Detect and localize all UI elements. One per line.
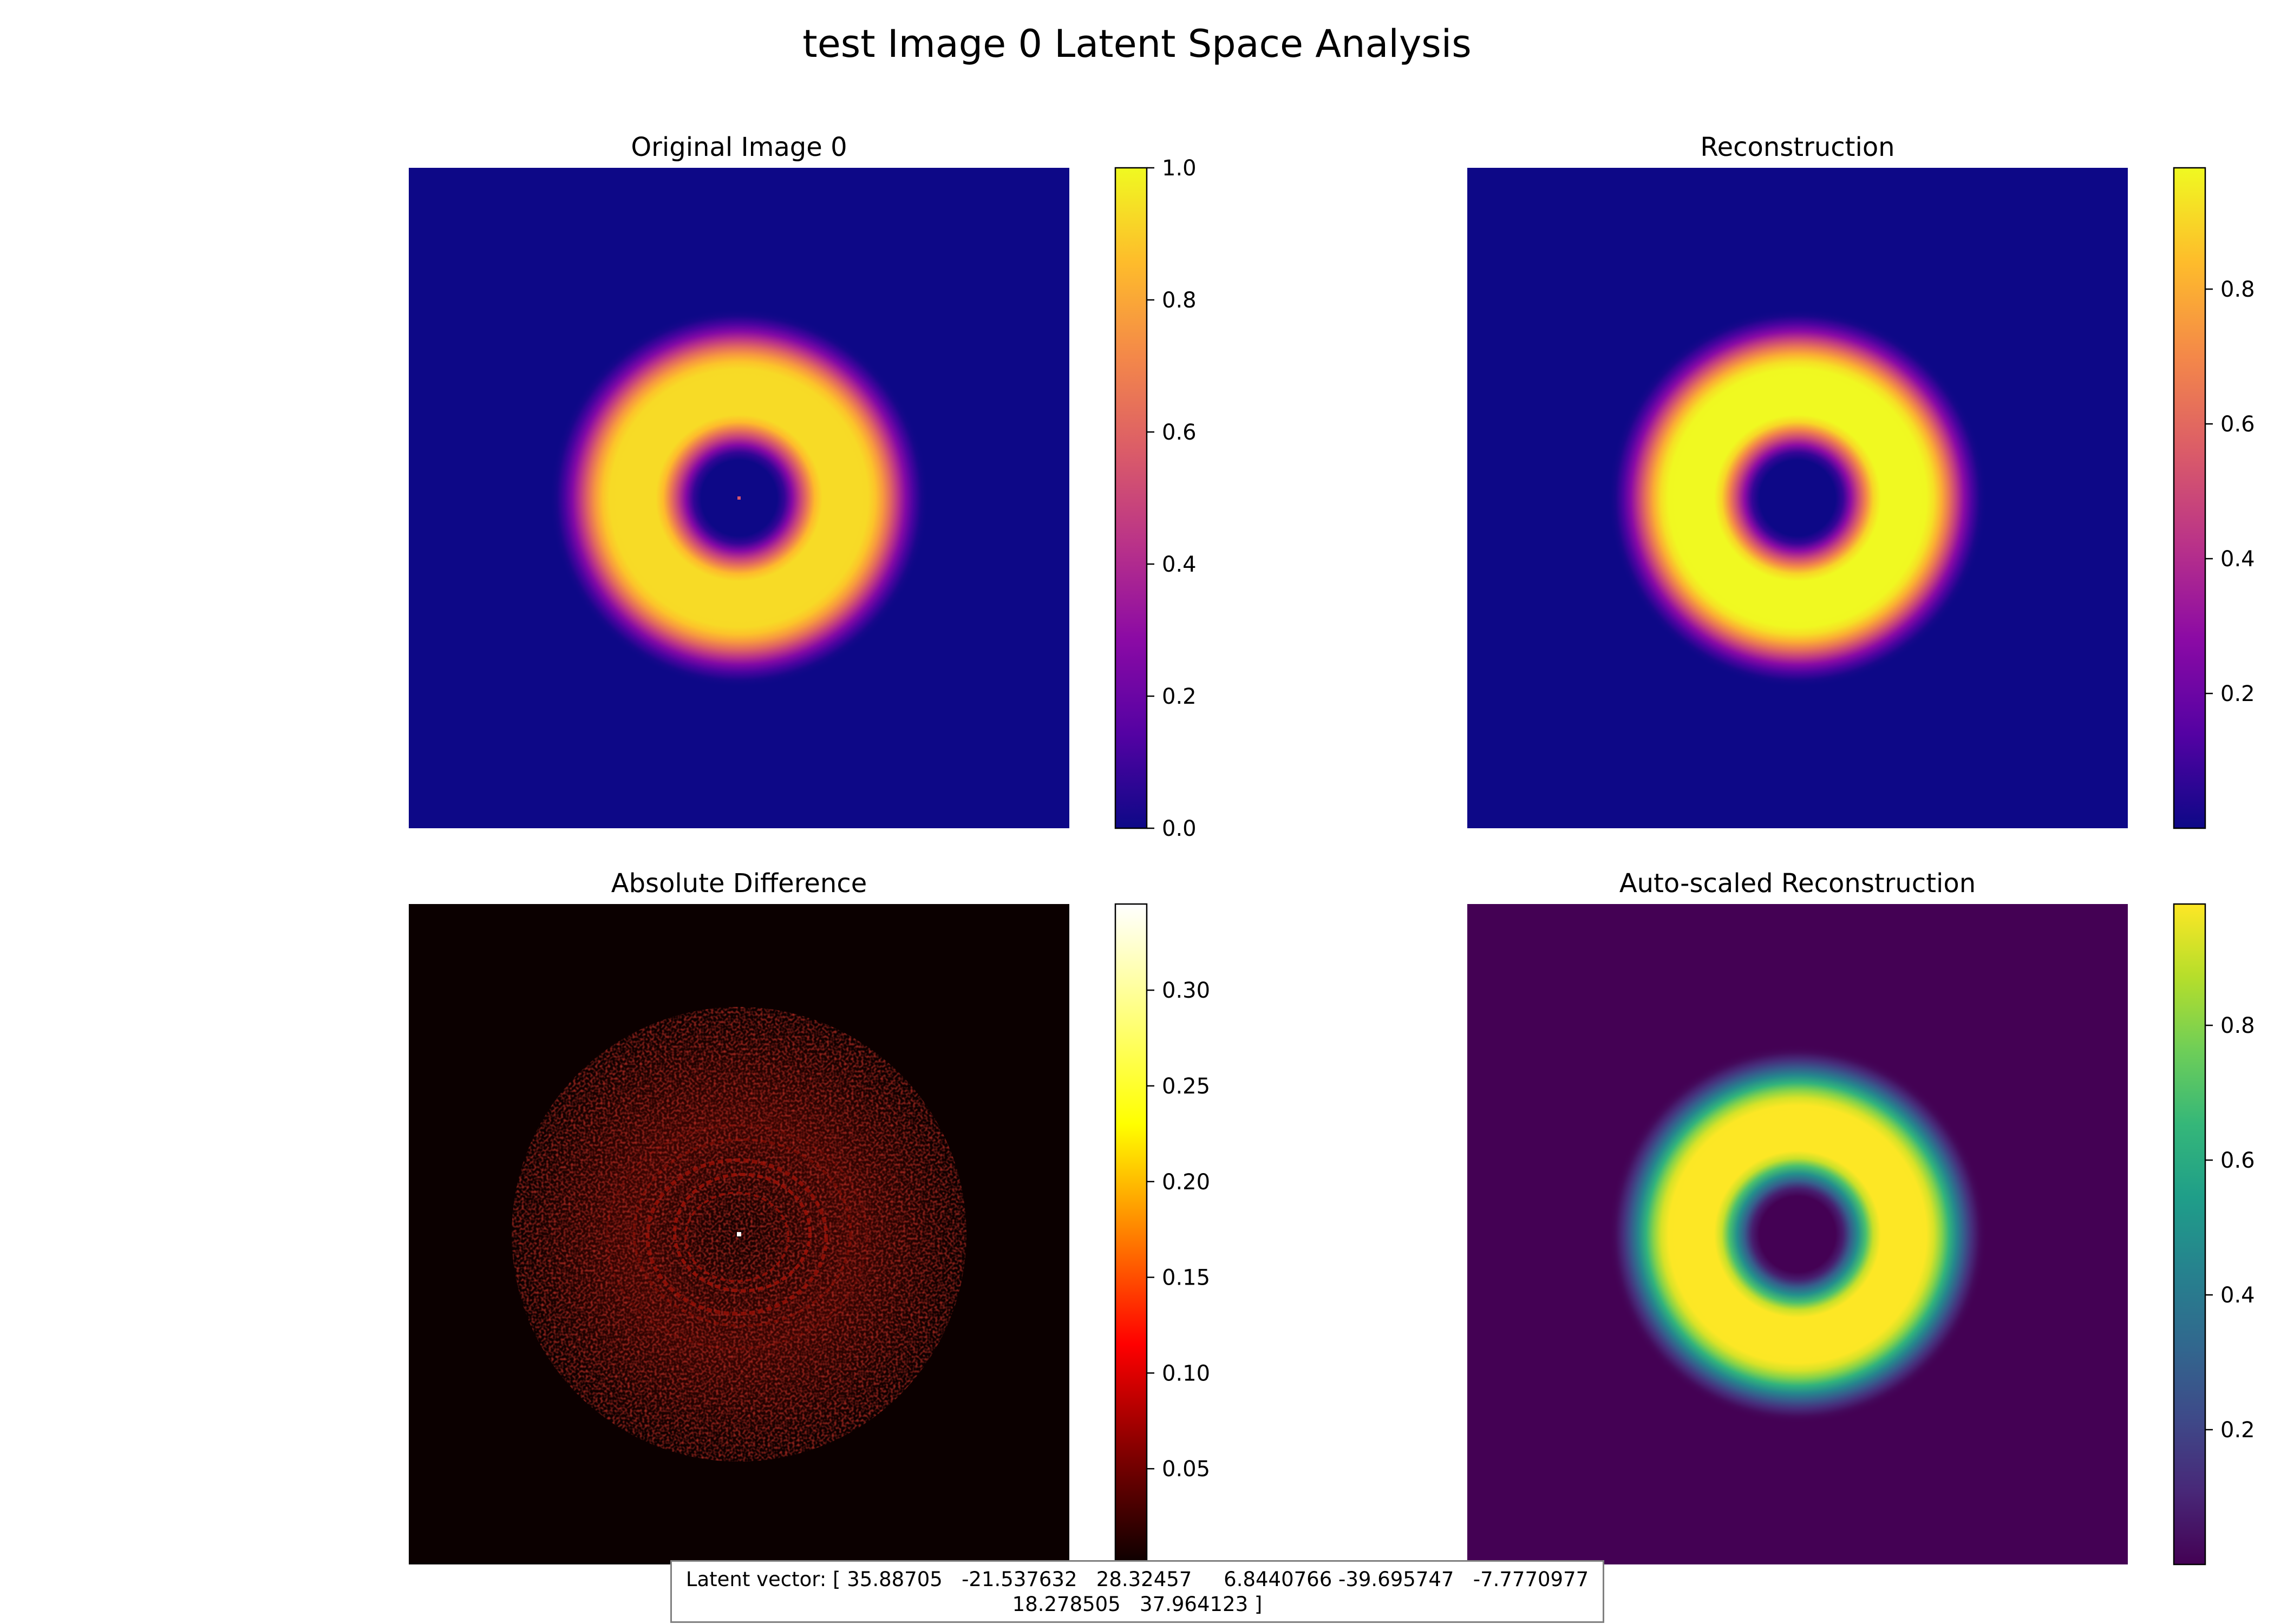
difference-ring xyxy=(632,1138,852,1327)
colorbar-tick-label: 1.0 xyxy=(1162,156,1197,181)
colorbar-tick-label: 0.2 xyxy=(2220,1418,2255,1443)
colorbar-tick-label: 0.6 xyxy=(2220,1148,2255,1173)
figure-title: test Image 0 Latent Space Analysis xyxy=(802,22,1472,66)
ring-intensity xyxy=(1494,931,2101,1537)
colorbar-tick-label: 0.10 xyxy=(1162,1361,1210,1386)
colorbar-tick-label: 0.25 xyxy=(1162,1074,1210,1099)
colorbar-tick-label: 0.8 xyxy=(1162,288,1197,313)
panel-title: Original Image 0 xyxy=(631,132,847,162)
colorbar-tick-label: 0.8 xyxy=(2220,1013,2255,1038)
panel-4: Auto-scaled Reconstruction 0.2 0.4 0.6 0.8 xyxy=(1467,868,2255,1566)
panel-1: Original Image 0 0.0 0.2 0.4 0.6 0.8 1.0 xyxy=(409,132,1197,841)
difference-ring xyxy=(684,1191,789,1282)
panel-title: Reconstruction xyxy=(1700,132,1894,162)
colorbar xyxy=(1114,167,1148,829)
latent-vector-box: Latent vector: [ 35.88705 -21.537632 28.… xyxy=(670,1560,1604,1623)
panel-title: Absolute Difference xyxy=(611,868,867,899)
difference-ring xyxy=(606,1124,868,1350)
colorbar-tick-label: 0.4 xyxy=(2220,547,2255,572)
max-difference-pixel xyxy=(737,1232,741,1236)
center-pixel xyxy=(737,496,741,500)
colorbar xyxy=(1114,903,1148,1566)
colorbar-tick-label: 0.20 xyxy=(1162,1170,1210,1195)
latent-vector-line1: Latent vector: [ 35.88705 -21.537632 28.… xyxy=(685,1568,1589,1591)
colorbar-tick-label: 0.0 xyxy=(1162,816,1197,841)
colorbar xyxy=(2173,903,2206,1566)
panel-title: Auto-scaled Reconstruction xyxy=(1619,868,1976,899)
colorbar-tick-label: 0.6 xyxy=(1162,420,1197,445)
colorbar-tick-label: 0.4 xyxy=(2220,1283,2255,1308)
colorbar-tick-label: 0.4 xyxy=(1162,552,1197,577)
difference-ring xyxy=(645,1158,828,1316)
difference-ring xyxy=(673,1173,812,1293)
latent-vector-line2: 18.278505 37.964123 ] xyxy=(1012,1593,1263,1616)
colorbar-tick-label: 0.6 xyxy=(2220,412,2255,437)
ring-intensity xyxy=(1494,195,2101,801)
colorbar-tick-label: 0.30 xyxy=(1162,978,1210,1003)
panel-2: Reconstruction 0.2 0.4 0.6 0.8 xyxy=(1467,132,2255,829)
colorbar-tick-label: 0.15 xyxy=(1162,1266,1210,1291)
colorbar-tick-label: 0.05 xyxy=(1162,1457,1210,1482)
colorbar-tick-label: 0.8 xyxy=(2220,277,2255,302)
panel-3: Absolute Difference 0.05 0.10 0.15 0.20 0.25 0… xyxy=(409,868,1210,1566)
colorbar-tick-label: 0.2 xyxy=(2220,682,2255,706)
colorbar xyxy=(2173,167,2206,829)
colorbar-tick-label: 0.2 xyxy=(1162,684,1197,709)
